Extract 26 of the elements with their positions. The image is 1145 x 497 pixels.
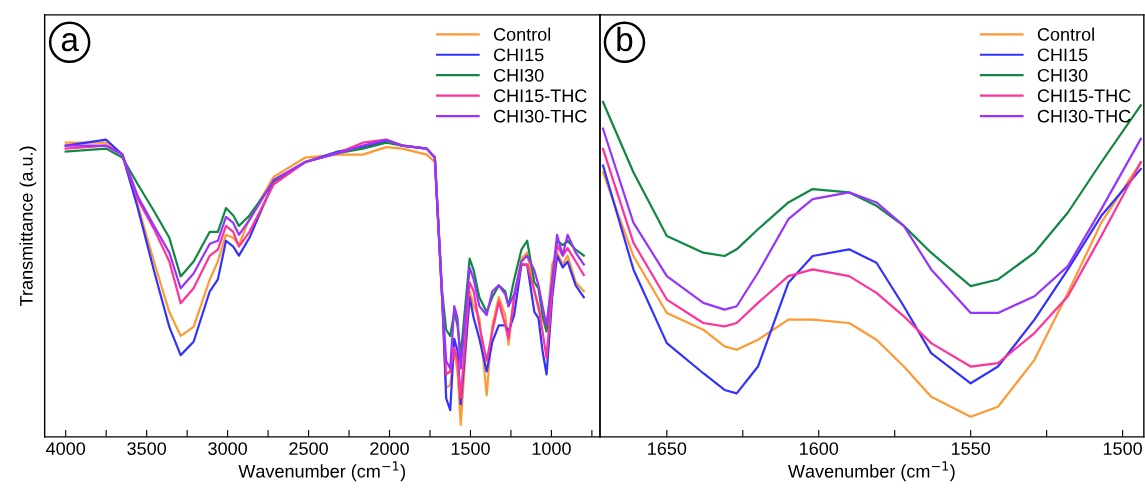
legend-label: CHI30 (493, 68, 544, 82)
x-tick-label: 4000 (46, 442, 86, 455)
x-tick-label: 2500 (289, 442, 328, 455)
legend-label: CHI30 (1037, 68, 1088, 82)
x-tick-label: 1000 (532, 442, 571, 455)
y-axis-title: Transmittance (a.u.) (19, 146, 37, 306)
x-tick-label: 1600 (800, 442, 839, 455)
x-tick-label: 3500 (127, 442, 167, 455)
x-tick-label: 3000 (208, 442, 247, 455)
legend-label: Control (493, 27, 551, 41)
x-tick-label: 1650 (648, 442, 687, 455)
x-tick-label: 1500 (1103, 442, 1142, 455)
text: b (617, 26, 633, 52)
x-tick-label: 1500 (451, 442, 490, 455)
legend-label: CHI15 (1037, 48, 1088, 62)
legend-label: CHI15 (493, 48, 544, 62)
x-tick-label: 1550 (951, 442, 991, 455)
x-tick-label: 2000 (370, 442, 409, 455)
legend-label: CHI30-THC (493, 109, 587, 123)
x-axis-title: Wavenumber (cm$^{−1}$) (788, 461, 955, 482)
legend-label: CHI15-THC (1037, 89, 1131, 103)
legend-label: Control (1037, 27, 1094, 41)
legend-label: CHI15-THC (493, 89, 587, 103)
x-axis-title: Wavenumber (cm$^{−1}$) (238, 461, 406, 482)
text: a (61, 33, 79, 52)
legend-label: CHI30-THC (1037, 109, 1131, 123)
